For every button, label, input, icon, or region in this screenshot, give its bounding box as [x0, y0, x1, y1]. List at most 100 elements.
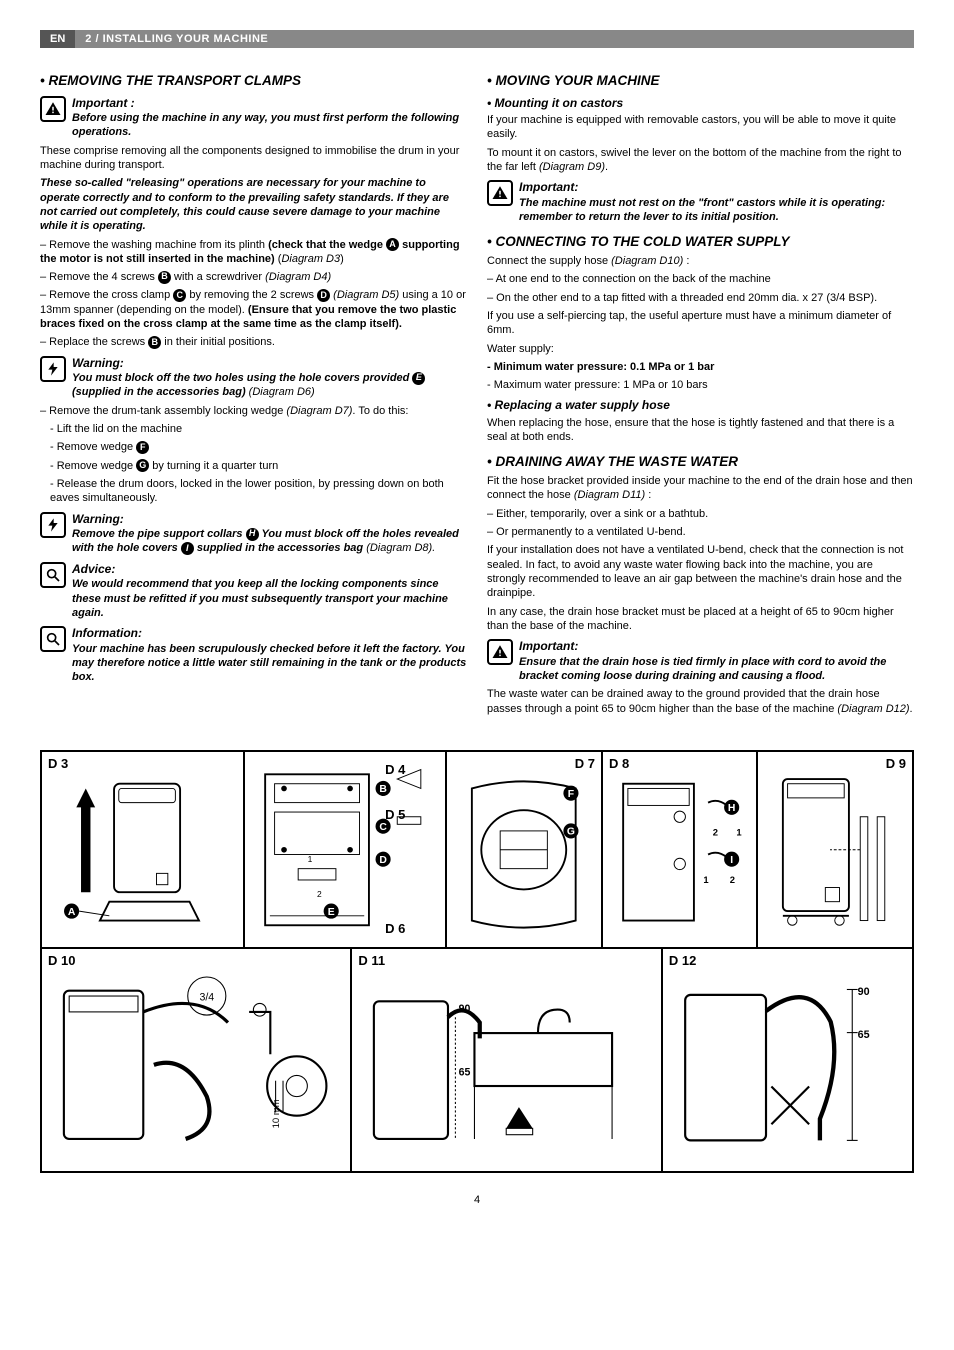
list-item: - Remove wedge F — [40, 440, 467, 454]
warning-label: Warning: — [72, 512, 124, 526]
important-body: The machine must not rest on the "front"… — [519, 196, 914, 225]
paragraph: – Either, temporarily, over a sink or a … — [487, 507, 914, 521]
paragraph: Water supply: — [487, 342, 914, 356]
diagram-label: D 4 — [385, 762, 405, 779]
diagram-d11: D 11 90 65 — [351, 948, 661, 1171]
svg-text:F: F — [568, 789, 574, 800]
svg-text:90: 90 — [459, 1003, 471, 1015]
svg-text:H: H — [728, 803, 735, 814]
hazard-bolt-icon — [40, 512, 66, 538]
svg-text:G: G — [567, 827, 575, 838]
right-column: • MOVING YOUR MACHINE • Mounting it on c… — [487, 64, 914, 720]
language-badge: EN — [40, 30, 75, 48]
paragraph: Connect the supply hose (Diagram D10) : — [487, 254, 914, 268]
svg-text:65: 65 — [857, 1029, 869, 1041]
diagram-label: D 5 — [385, 807, 405, 824]
text: : — [683, 255, 689, 267]
text: with a screwdriver — [171, 271, 265, 283]
text: (check that the wedge — [268, 239, 386, 251]
warning-callout: Warning: Remove the pipe support collars… — [40, 512, 467, 556]
diagram-ref: (Diagram D8). — [366, 542, 435, 554]
svg-text:A: A — [68, 907, 76, 918]
diagram-label: D 6 — [385, 921, 405, 938]
machine-lift-illustration: A — [48, 758, 237, 942]
water-supply-illustration: 3/4 10 mm — [48, 955, 344, 1164]
section-title-moving: • MOVING YOUR MACHINE — [487, 72, 914, 90]
letter-b-icon: B — [148, 336, 161, 349]
letter-g-icon: G — [136, 459, 149, 472]
diagram-d12: D 12 90 65 — [662, 948, 913, 1171]
diagram-ref: (Diagram D12) — [837, 703, 909, 715]
text: . — [605, 161, 608, 173]
section-title-draining: • DRAINING AWAY THE WASTE WATER — [487, 453, 914, 471]
subsection-title: • Mounting it on castors — [487, 96, 914, 112]
paragraph: Fit the hose bracket provided inside you… — [487, 474, 914, 503]
text: – Remove the washing machine from its pl… — [40, 239, 268, 251]
important-callout: Important : Before using the machine in … — [40, 96, 467, 140]
hazard-bolt-icon — [40, 356, 66, 382]
letter-c-icon: C — [173, 289, 186, 302]
diagram-ref: (Diagram D5) — [330, 289, 399, 301]
page-number: 4 — [40, 1193, 914, 1207]
paragraph: – At one end to the connection on the ba… — [487, 272, 914, 286]
svg-text:1: 1 — [703, 874, 708, 885]
step: – Remove the cross clamp C by removing t… — [40, 288, 467, 331]
advice-body: We would recommend that you keep all the… — [72, 577, 467, 620]
letter-h-icon: H — [246, 528, 259, 541]
svg-text:1: 1 — [307, 854, 312, 864]
svg-text:I: I — [730, 855, 733, 866]
diagram-label: D 8 — [609, 756, 629, 773]
text: Connect the supply hose — [487, 255, 611, 267]
left-column: • REMOVING THE TRANSPORT CLAMPS Importan… — [40, 64, 467, 720]
text: Fit the hose bracket provided inside you… — [487, 475, 913, 501]
text: supplied in the accessories bag — [194, 542, 366, 554]
important-label: Important : — [72, 96, 135, 110]
text: . — [910, 703, 913, 715]
castor-lever-illustration — [764, 758, 906, 942]
warning-callout: Warning: You must block off the two hole… — [40, 356, 467, 400]
diagram-label: D 10 — [48, 953, 75, 970]
back-collars-illustration: H I 2 1 1 2 — [609, 758, 751, 942]
text: You must block off the two holes using t… — [72, 372, 412, 384]
diagram-label: D 11 — [358, 953, 385, 970]
list-item: - Release the drum doors, locked in the … — [40, 477, 467, 506]
drain-height-illustration: 90 65 — [669, 955, 906, 1164]
diagram-ref: (Diagram D11) — [574, 489, 645, 501]
important-label: Important: — [519, 639, 578, 653]
paragraph: If your machine is equipped with removab… — [487, 113, 914, 142]
svg-text:2: 2 — [713, 827, 718, 838]
list-item: - Remove wedge G by turning it a quarter… — [40, 459, 467, 473]
warning-triangle-icon — [487, 180, 513, 206]
information-callout: Information: Your machine has been scrup… — [40, 626, 467, 684]
drain-sink-illustration: 90 65 — [358, 955, 654, 1164]
header-bar: EN 2 / INSTALLING YOUR MACHINE — [40, 30, 914, 48]
diagrams-grid: D 3 A D 4 D 5 D 6 — [40, 750, 914, 1173]
text: – Remove the cross clamp — [40, 289, 173, 301]
diagram-d8: D 8 H I 2 1 1 2 — [602, 751, 758, 949]
important-body: Before using the machine in any way, you… — [72, 111, 467, 140]
text: : — [645, 489, 651, 501]
diagram-label: D 3 — [48, 756, 68, 773]
back-panel-illustration: B C D E 2 1 — [251, 758, 440, 942]
svg-text:B: B — [379, 784, 387, 795]
diagram-ref: (Diagram D4) — [265, 271, 331, 283]
diagram-ref: (Diagram D9) — [539, 161, 605, 173]
svg-text:E: E — [327, 907, 334, 918]
diagram-ref: (Diagram D7) — [286, 405, 352, 417]
letter-f-icon: F — [136, 441, 149, 454]
text: in their initial positions. — [161, 336, 275, 348]
diagram-label: D 12 — [669, 953, 696, 970]
text: – Remove the drum-tank assembly locking … — [40, 405, 286, 417]
magnifier-icon — [40, 562, 66, 588]
diagram-ref: (Diagram D6) — [249, 386, 315, 398]
diagram-d9: D 9 — [757, 751, 913, 949]
svg-text:D: D — [379, 855, 387, 866]
paragraph: If your installation does not have a ven… — [487, 543, 914, 600]
content-columns: • REMOVING THE TRANSPORT CLAMPS Importan… — [40, 64, 914, 720]
information-body: Your machine has been scrupulously check… — [72, 642, 467, 685]
paragraph: In any case, the drain hose bracket must… — [487, 605, 914, 634]
svg-text:10 mm: 10 mm — [271, 1100, 282, 1129]
text: – Replace the screws — [40, 336, 148, 348]
text: Remove the pipe support collars — [72, 528, 246, 540]
step: – Remove the drum-tank assembly locking … — [40, 404, 467, 418]
